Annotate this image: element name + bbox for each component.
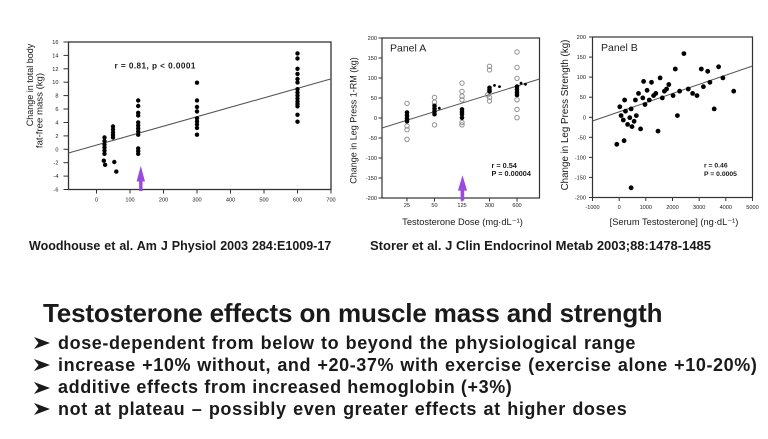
svg-text:3000: 3000 — [693, 205, 705, 211]
svg-text:200: 200 — [577, 35, 586, 41]
svg-text:14: 14 — [52, 53, 58, 59]
svg-text:8: 8 — [55, 94, 58, 100]
svg-text:6: 6 — [55, 107, 58, 113]
svg-text:300: 300 — [485, 203, 494, 209]
svg-text:50: 50 — [371, 96, 377, 102]
svg-text:0: 0 — [374, 116, 377, 122]
svg-text:r = 0.46: r = 0.46 — [704, 163, 728, 170]
svg-text:Testosterone Dose (mg·dL⁻¹): Testosterone Dose (mg·dL⁻¹) — [402, 217, 523, 227]
svg-text:Change in total body: Change in total body — [25, 43, 35, 126]
svg-text:700: 700 — [326, 198, 335, 204]
svg-text:-4: -4 — [54, 174, 59, 180]
svg-text:0: 0 — [55, 147, 58, 153]
svg-text:600: 600 — [512, 203, 521, 209]
svg-text:100: 100 — [577, 75, 586, 81]
svg-text:Panel B: Panel B — [601, 42, 638, 54]
svg-text:0: 0 — [618, 205, 621, 211]
svg-text:500: 500 — [259, 198, 268, 204]
svg-text:0: 0 — [95, 198, 98, 204]
svg-text:Change in Leg Press 1-RM (kg): Change in Leg Press 1-RM (kg) — [349, 57, 359, 184]
svg-text:600: 600 — [293, 198, 302, 204]
svg-text:12: 12 — [52, 67, 58, 73]
svg-text:P = 0.00004: P = 0.00004 — [492, 169, 532, 178]
svg-text:10: 10 — [52, 80, 58, 86]
svg-text:-100: -100 — [366, 156, 377, 162]
svg-text:Panel A: Panel A — [390, 43, 426, 55]
svg-text:150: 150 — [368, 56, 377, 62]
svg-text:400: 400 — [226, 198, 235, 204]
svg-text:50: 50 — [431, 203, 437, 209]
svg-text:1000: 1000 — [640, 205, 652, 211]
svg-text:fat-free mass (kg): fat-free mass (kg) — [35, 73, 46, 148]
svg-text:2: 2 — [55, 134, 58, 140]
svg-text:100: 100 — [368, 76, 377, 82]
svg-text:-200: -200 — [575, 196, 586, 202]
svg-text:-100: -100 — [575, 155, 586, 161]
svg-text:4: 4 — [55, 121, 58, 127]
svg-text:-50: -50 — [578, 135, 586, 141]
svg-text:5000: 5000 — [746, 205, 758, 211]
svg-text:r = 0.54: r = 0.54 — [492, 161, 518, 170]
svg-text:Change in Leg Press Strength (: Change in Leg Press Strength (kg) — [560, 40, 571, 191]
svg-text:-1000: -1000 — [585, 205, 599, 211]
svg-text:-6: -6 — [54, 188, 59, 194]
svg-text:300: 300 — [192, 198, 201, 204]
svg-text:-2: -2 — [54, 161, 59, 167]
svg-text:[Serum Testosterone] (ng·dL⁻¹): [Serum Testosterone] (ng·dL⁻¹) — [610, 217, 739, 227]
svg-text:-50: -50 — [369, 136, 377, 142]
svg-text:2000: 2000 — [666, 205, 678, 211]
svg-text:100: 100 — [125, 198, 134, 204]
svg-text:4000: 4000 — [720, 205, 732, 211]
svg-text:r = 0.81, p < 0.0001: r = 0.81, p < 0.0001 — [115, 62, 196, 71]
svg-text:150: 150 — [577, 55, 586, 61]
svg-text:200: 200 — [159, 198, 168, 204]
svg-text:-150: -150 — [575, 175, 586, 181]
svg-text:50: 50 — [580, 95, 586, 101]
svg-text:0: 0 — [583, 115, 586, 121]
svg-text:-150: -150 — [366, 176, 377, 182]
svg-text:-200: -200 — [366, 196, 377, 202]
svg-text:16: 16 — [52, 40, 58, 46]
svg-text:125: 125 — [457, 203, 466, 209]
svg-text:P = 0.0005: P = 0.0005 — [704, 171, 737, 178]
svg-text:200: 200 — [368, 36, 377, 42]
svg-text:25: 25 — [404, 203, 410, 209]
